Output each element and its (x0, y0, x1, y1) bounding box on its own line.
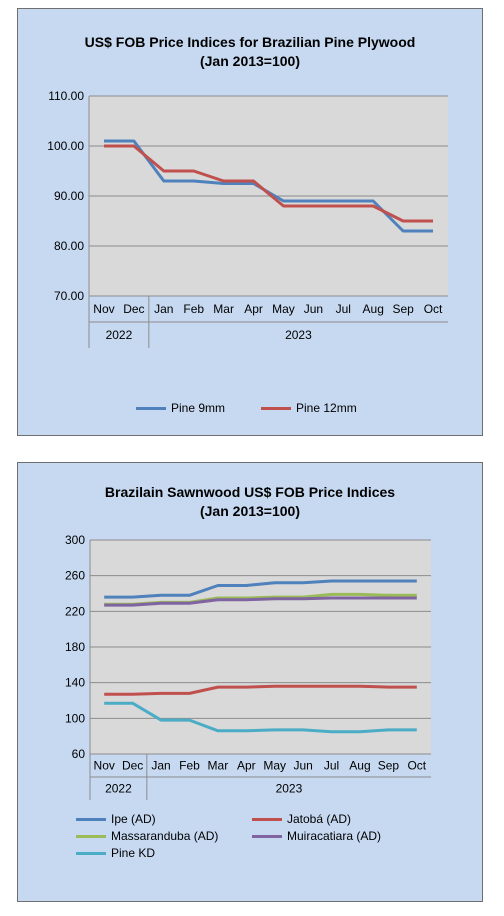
x-tick-label: Sep (378, 759, 400, 773)
y-tick-label: 140 (65, 676, 85, 690)
series-line (104, 684, 417, 696)
y-tick-label: 110.00 (48, 89, 84, 103)
chart-title-line1: Brazilain Sawnwood US$ FOB Price Indices (104, 484, 396, 500)
x-tick-label: Jan (151, 759, 170, 773)
x-tick-label: Jun (304, 302, 323, 316)
legend-label: Jatobá (AD) (287, 812, 352, 826)
x-tick-label: May (263, 759, 286, 773)
x-tick-label: Dec (122, 759, 143, 773)
y-tick-label: 300 (65, 533, 85, 547)
x-tick-label: Oct (424, 302, 443, 316)
legend-swatch (252, 835, 282, 839)
sawnwood-chart-panel: Brazilain Sawnwood US$ FOB Price Indices… (17, 462, 483, 902)
year-group-label: 2023 (285, 328, 312, 342)
plywood-chart-panel: US$ FOB Price Indices for Brazilian Pine… (17, 8, 483, 436)
x-tick-label: Mar (213, 302, 234, 316)
x-tick-label: Nov (93, 302, 114, 316)
legend-swatch (76, 818, 106, 822)
legend-label: Ipe (AD) (111, 812, 156, 826)
legend-swatch (252, 818, 282, 822)
legend-pine-9mm: Pine 9mm (136, 401, 225, 415)
sawnwood-line-chart: 60 100 140 180 220 260 300 2022 2023 Nov Dec Jan Feb… (65, 533, 431, 800)
series-line (104, 144, 433, 223)
x-tick-label: Feb (179, 759, 200, 773)
x-tick-label: Aug (349, 759, 370, 773)
x-tick-label: Jan (154, 302, 173, 316)
year-group-label: 2022 (105, 782, 132, 796)
series-line (104, 596, 417, 607)
legend-swatch (76, 852, 106, 856)
year-group-label: 2023 (276, 782, 303, 796)
x-tick-label: Apr (237, 759, 256, 773)
x-tick-label: Sep (392, 302, 414, 316)
chart-subtitle: (Jan 2013=100) (199, 503, 301, 519)
legend-swatch (136, 407, 166, 411)
chart-title: Brazilain Sawnwood US$ FOB Price Indices… (18, 483, 482, 521)
y-tick-label: 60 (72, 747, 86, 761)
x-tick-label: Oct (407, 759, 426, 773)
series-line (104, 579, 417, 599)
y-tick-label: 90.00 (54, 189, 84, 203)
legend-label: Pine 9mm (171, 401, 226, 415)
chart-subtitle: (Jan 2013=100) (199, 53, 301, 69)
x-tick-label: Jul (324, 759, 339, 773)
legend-swatch (76, 835, 106, 839)
chart-title: US$ FOB Price Indices for Brazilian Pine… (18, 33, 482, 71)
y-tick-label: 100 (65, 711, 85, 725)
x-tick-label: Apr (244, 302, 263, 316)
x-tick-label: Nov (94, 759, 115, 773)
legend-swatch (261, 407, 291, 411)
legend-pine-12mm: Pine 12mm (261, 401, 357, 415)
legend-label: Muiracatiara (AD) (287, 829, 382, 843)
x-tick-label: Feb (183, 302, 204, 316)
x-tick-label: Aug (363, 302, 384, 316)
legend-label: Pine KD (111, 846, 156, 860)
x-tick-label: Jun (293, 759, 312, 773)
legend-jatoba: Jatobá (AD) (252, 812, 351, 826)
legend-label: Massaranduba (AD) (111, 829, 219, 843)
y-tick-label: 70.00 (54, 289, 84, 303)
y-tick-label: 100.00 (47, 139, 84, 153)
y-tick-label: 180 (65, 640, 85, 654)
legend-ipe: Ipe (AD) (76, 812, 156, 826)
x-tick-label: May (272, 302, 295, 316)
series-line (104, 701, 417, 734)
y-tick-label: 220 (65, 604, 85, 618)
x-tick-label: Jul (336, 302, 351, 316)
x-tick-label: Dec (123, 302, 144, 316)
y-tick-label: 80.00 (54, 239, 84, 253)
chart-title-line1: US$ FOB Price Indices for Brazilian Pine… (84, 34, 416, 50)
legend-massaranduba: Massaranduba (AD) (76, 829, 218, 843)
plywood-line-chart: 70.00 80.00 90.00 100.00 110.00 2022 2023 Nov De… (47, 89, 448, 348)
year-group-label: 2022 (106, 328, 133, 342)
legend-muiracatiara: Muiracatiara (AD) (252, 829, 381, 843)
legend-label: Pine 12mm (296, 401, 357, 415)
x-tick-label: Mar (208, 759, 229, 773)
y-tick-label: 260 (65, 569, 85, 583)
legend-pine-kd: Pine KD (76, 846, 155, 860)
